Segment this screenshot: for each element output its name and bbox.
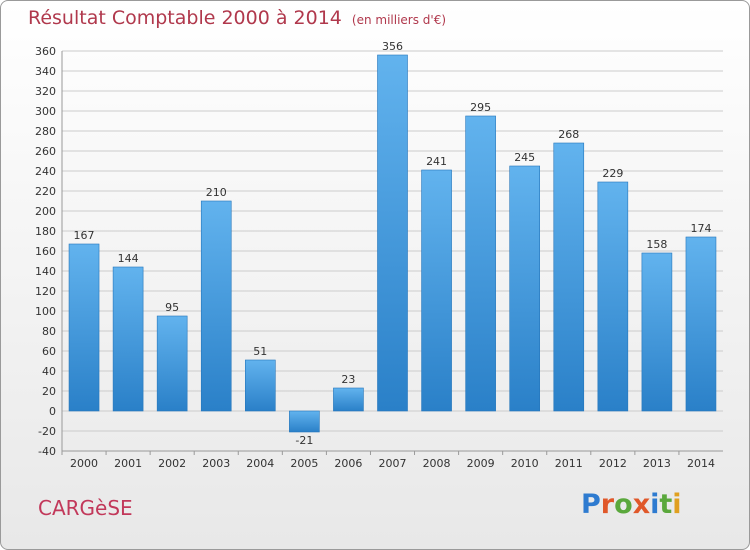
- y-tick-label: 0: [49, 405, 56, 418]
- bars: [68, 54, 717, 433]
- y-tick-label: 260: [35, 145, 56, 158]
- y-tick-label: 240: [35, 165, 56, 178]
- x-tick-label: 2007: [379, 457, 407, 470]
- chart-unit-label: (en milliers d'€): [351, 13, 447, 27]
- value-labels: 167 144 95 210 51 -21 23 356 241 295 245 268 229 158 1…: [74, 40, 712, 447]
- y-tick-label: 100: [35, 305, 56, 318]
- bar-2006: [333, 387, 364, 412]
- value-label: 167: [74, 229, 95, 242]
- value-label: 268: [558, 128, 579, 141]
- bar-2010: [509, 165, 541, 412]
- x-tick-label: 2003: [202, 457, 230, 470]
- x-tick-label: 2013: [643, 457, 671, 470]
- x-tick-label: 2000: [70, 457, 98, 470]
- logo-letter: P: [581, 489, 601, 520]
- bar-2014: [685, 236, 717, 412]
- y-axis: -40 -20 0 20 40 60 80 100 120 140 160 180 200 220 240 2…: [35, 45, 723, 458]
- logo-letter: i: [672, 489, 682, 520]
- logo-letter: x: [632, 489, 651, 520]
- value-label: 144: [118, 252, 139, 265]
- logo-letter: t: [659, 489, 673, 520]
- x-tick-label: 2011: [555, 457, 583, 470]
- bar-2002: [156, 315, 188, 412]
- x-tick-label: 2005: [290, 457, 318, 470]
- y-tick-label: 180: [35, 225, 56, 238]
- value-label: 51: [253, 345, 267, 358]
- bar-2008: [421, 169, 452, 412]
- y-tick-label: 120: [35, 285, 56, 298]
- x-tick-label: 2002: [158, 457, 186, 470]
- x-tick-label: 2009: [467, 457, 495, 470]
- value-label: 210: [206, 186, 227, 199]
- x-tick-label: 2010: [511, 457, 539, 470]
- bar-2001: [112, 266, 144, 412]
- y-tick-label: 300: [35, 105, 56, 118]
- value-label: -21: [295, 434, 313, 447]
- chart-title-text: Résultat Comptable 2000 à 2014: [28, 7, 342, 29]
- x-tick-label: 2004: [246, 457, 274, 470]
- y-tick-label: 160: [35, 245, 56, 258]
- logo-letter: o: [614, 489, 633, 520]
- y-tick-label: -40: [38, 445, 56, 458]
- bar-2000: [68, 243, 100, 412]
- y-tick-label: 360: [35, 45, 56, 58]
- y-tick-label: 340: [35, 65, 56, 78]
- bar-2011: [553, 142, 585, 412]
- x-tick-label: 2014: [687, 457, 715, 470]
- y-tick-label: 40: [42, 365, 56, 378]
- value-label: 23: [341, 373, 355, 386]
- value-label: 229: [602, 167, 623, 180]
- y-tick-label: 200: [35, 205, 56, 218]
- y-tick-label: 220: [35, 185, 56, 198]
- bar-2004: [245, 359, 276, 412]
- chart-title: Résultat Comptable 2000 à 2014 (en millie…: [28, 7, 446, 29]
- value-label: 158: [646, 238, 667, 251]
- y-tick-label: 20: [42, 385, 56, 398]
- value-label: 174: [690, 222, 711, 235]
- proxiti-logo: Proxiti: [581, 489, 682, 520]
- y-tick-label: 60: [42, 345, 56, 358]
- y-tick-label: 320: [35, 85, 56, 98]
- bar-2003: [200, 200, 232, 412]
- bar-2007: [377, 54, 408, 412]
- value-label: 356: [382, 40, 403, 53]
- x-tick-label: 2012: [599, 457, 627, 470]
- x-axis: 2000 2001 2002 2003 2004 2005 2006 2007 2008 2009…: [61, 451, 715, 470]
- bar-2012: [597, 181, 629, 412]
- y-tick-label: 80: [42, 325, 56, 338]
- commune-name: CARGèSE: [38, 496, 133, 520]
- y-tick-label: 280: [35, 125, 56, 138]
- value-label: 241: [426, 155, 447, 168]
- bar-2013: [641, 252, 673, 412]
- value-label: 295: [470, 101, 491, 114]
- bar-2009: [465, 115, 496, 412]
- value-label: 245: [514, 151, 535, 164]
- x-tick-label: 2001: [114, 457, 142, 470]
- x-tick-label: 2008: [423, 457, 451, 470]
- x-tick-label: 2006: [334, 457, 362, 470]
- y-tick-label: 140: [35, 265, 56, 278]
- value-label: 95: [165, 301, 179, 314]
- bar-2005: [289, 410, 320, 433]
- y-tick-label: -20: [38, 425, 56, 438]
- logo-letter: r: [600, 489, 615, 520]
- logo-letter: i: [650, 489, 660, 520]
